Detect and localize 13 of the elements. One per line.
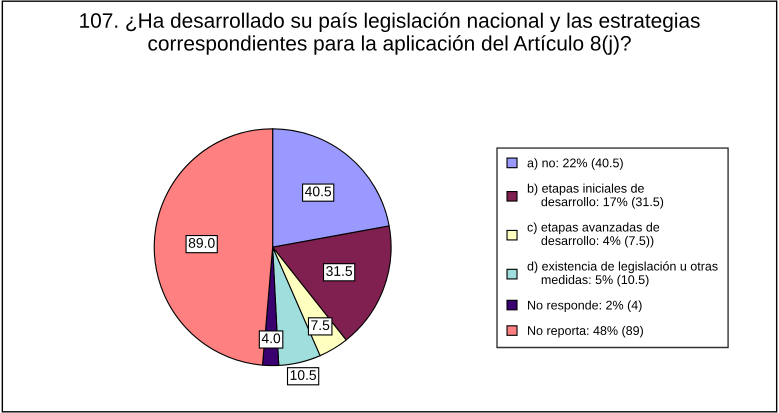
data-label: 89.0 bbox=[188, 238, 215, 248]
data-label: 7.5 bbox=[311, 320, 330, 330]
chart-title: 107. ¿Ha desarrollado su país legislación nacional y las estrategias correspondientes para la aplicación del Artículo 8(j)? bbox=[80, 12, 700, 55]
data-label: 40.5 bbox=[304, 186, 332, 196]
legend-label: b) etapas iniciales de desarrollo: 17% (31.5) bbox=[528, 184, 664, 209]
data-label: 4.0 bbox=[262, 333, 280, 344]
legend-label: c) etapas avanzadas de desarrollo: 4% (7.5)) bbox=[528, 222, 660, 248]
legend-label: No responde: 2% (4) bbox=[528, 300, 642, 312]
legend-label: No reporta: 48% (89) bbox=[528, 326, 643, 338]
data-label: 10.5 bbox=[290, 370, 316, 380]
legend-label: a) no: 22% (40.5) bbox=[528, 158, 623, 170]
data-label: 31.5 bbox=[326, 266, 352, 276]
legend-label: d) existencia de legislación u otras medidas: 5% (10.5) bbox=[528, 261, 718, 287]
